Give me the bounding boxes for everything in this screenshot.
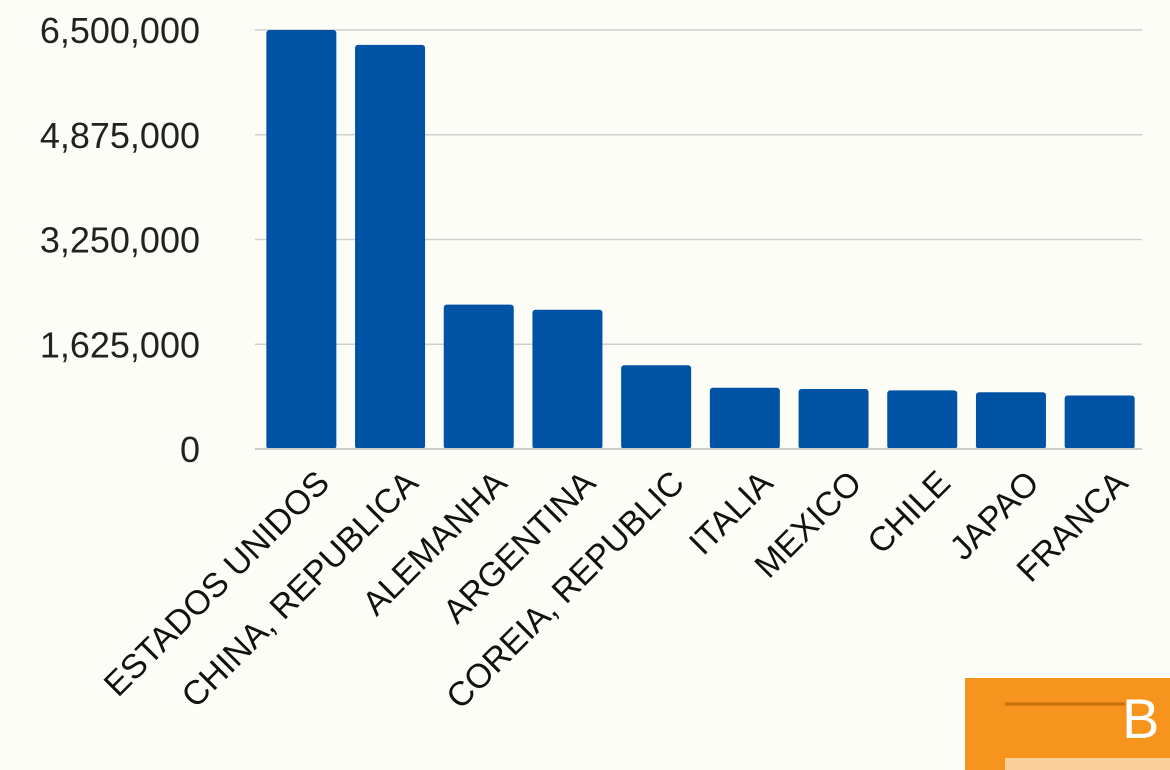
bars <box>266 30 1135 450</box>
y-tick-label: 1,625,000 <box>40 324 200 365</box>
bar <box>532 309 603 449</box>
y-tick-label: 4,875,000 <box>40 115 200 156</box>
x-tick-label: CHILE <box>860 464 958 562</box>
y-tick-label: 3,250,000 <box>40 220 200 261</box>
bar <box>443 304 514 449</box>
bar <box>887 390 958 449</box>
bar <box>621 365 692 449</box>
bar <box>266 30 337 449</box>
watermark-logo: B <box>965 678 1170 770</box>
bar <box>975 392 1046 449</box>
bar <box>355 44 426 450</box>
bar <box>1064 395 1135 449</box>
bar <box>798 389 869 449</box>
y-axis-ticks: 0 1,625,000 3,250,000 4,875,000 6,500,000 <box>40 10 200 470</box>
y-tick-label: 6,500,000 <box>40 10 200 51</box>
y-tick-label: 0 <box>180 429 200 470</box>
bar <box>709 387 780 449</box>
x-tick-label: ARGENTINA <box>436 464 603 631</box>
watermark-letter: B <box>1122 687 1159 750</box>
